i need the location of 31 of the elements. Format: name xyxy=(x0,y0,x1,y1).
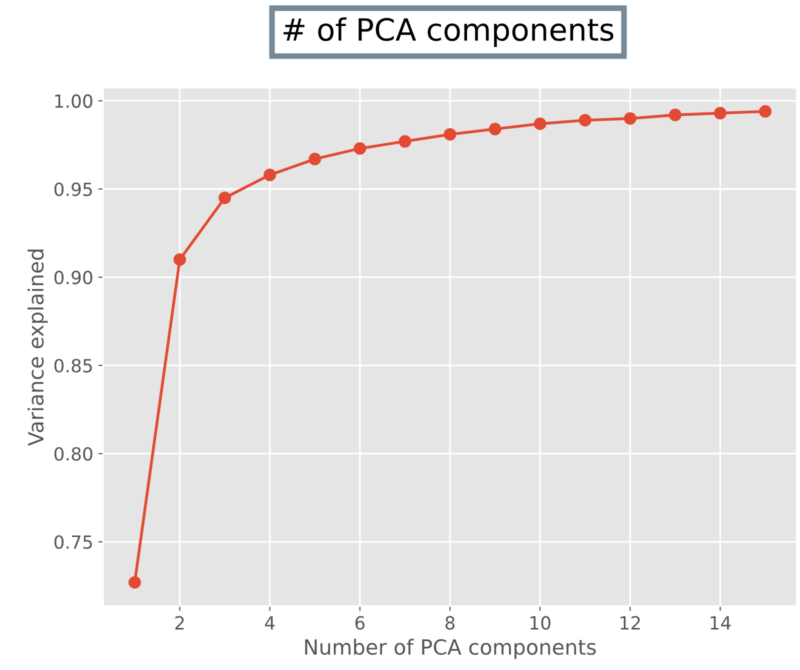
x-tick-label: 14 xyxy=(710,616,731,630)
x-tick-label: 12 xyxy=(620,616,640,630)
x-tick-label: 10 xyxy=(530,616,550,630)
x-tick-label: 8 xyxy=(445,616,455,630)
y-tick-label: 0.80 xyxy=(54,447,92,461)
x-tick-label: 4 xyxy=(264,616,275,630)
x-tick-label: 6 xyxy=(355,616,365,630)
point xyxy=(174,253,186,266)
point xyxy=(444,128,456,141)
chart-title: # of PCA components xyxy=(284,17,614,47)
point xyxy=(534,118,546,130)
y-tick-label: 0.85 xyxy=(54,358,92,373)
y-axis-title: Variance explained xyxy=(28,250,48,446)
point xyxy=(624,112,636,125)
point xyxy=(128,576,141,589)
x-tick-label: 2 xyxy=(175,616,184,630)
x-axis-title: Number of PCA components xyxy=(305,638,596,659)
point xyxy=(354,142,366,155)
y-tick-label: 0.75 xyxy=(54,535,92,549)
point xyxy=(218,192,232,204)
point xyxy=(578,114,592,126)
point xyxy=(714,106,726,120)
point xyxy=(264,168,276,182)
y-tick-label: 0.95 xyxy=(54,182,92,196)
point xyxy=(488,122,502,136)
y-tick-label: 0.90 xyxy=(54,270,92,284)
y-tick-label: 1.00 xyxy=(55,94,92,108)
point xyxy=(308,152,322,166)
point xyxy=(668,108,682,122)
point xyxy=(398,135,412,148)
point xyxy=(759,105,772,118)
